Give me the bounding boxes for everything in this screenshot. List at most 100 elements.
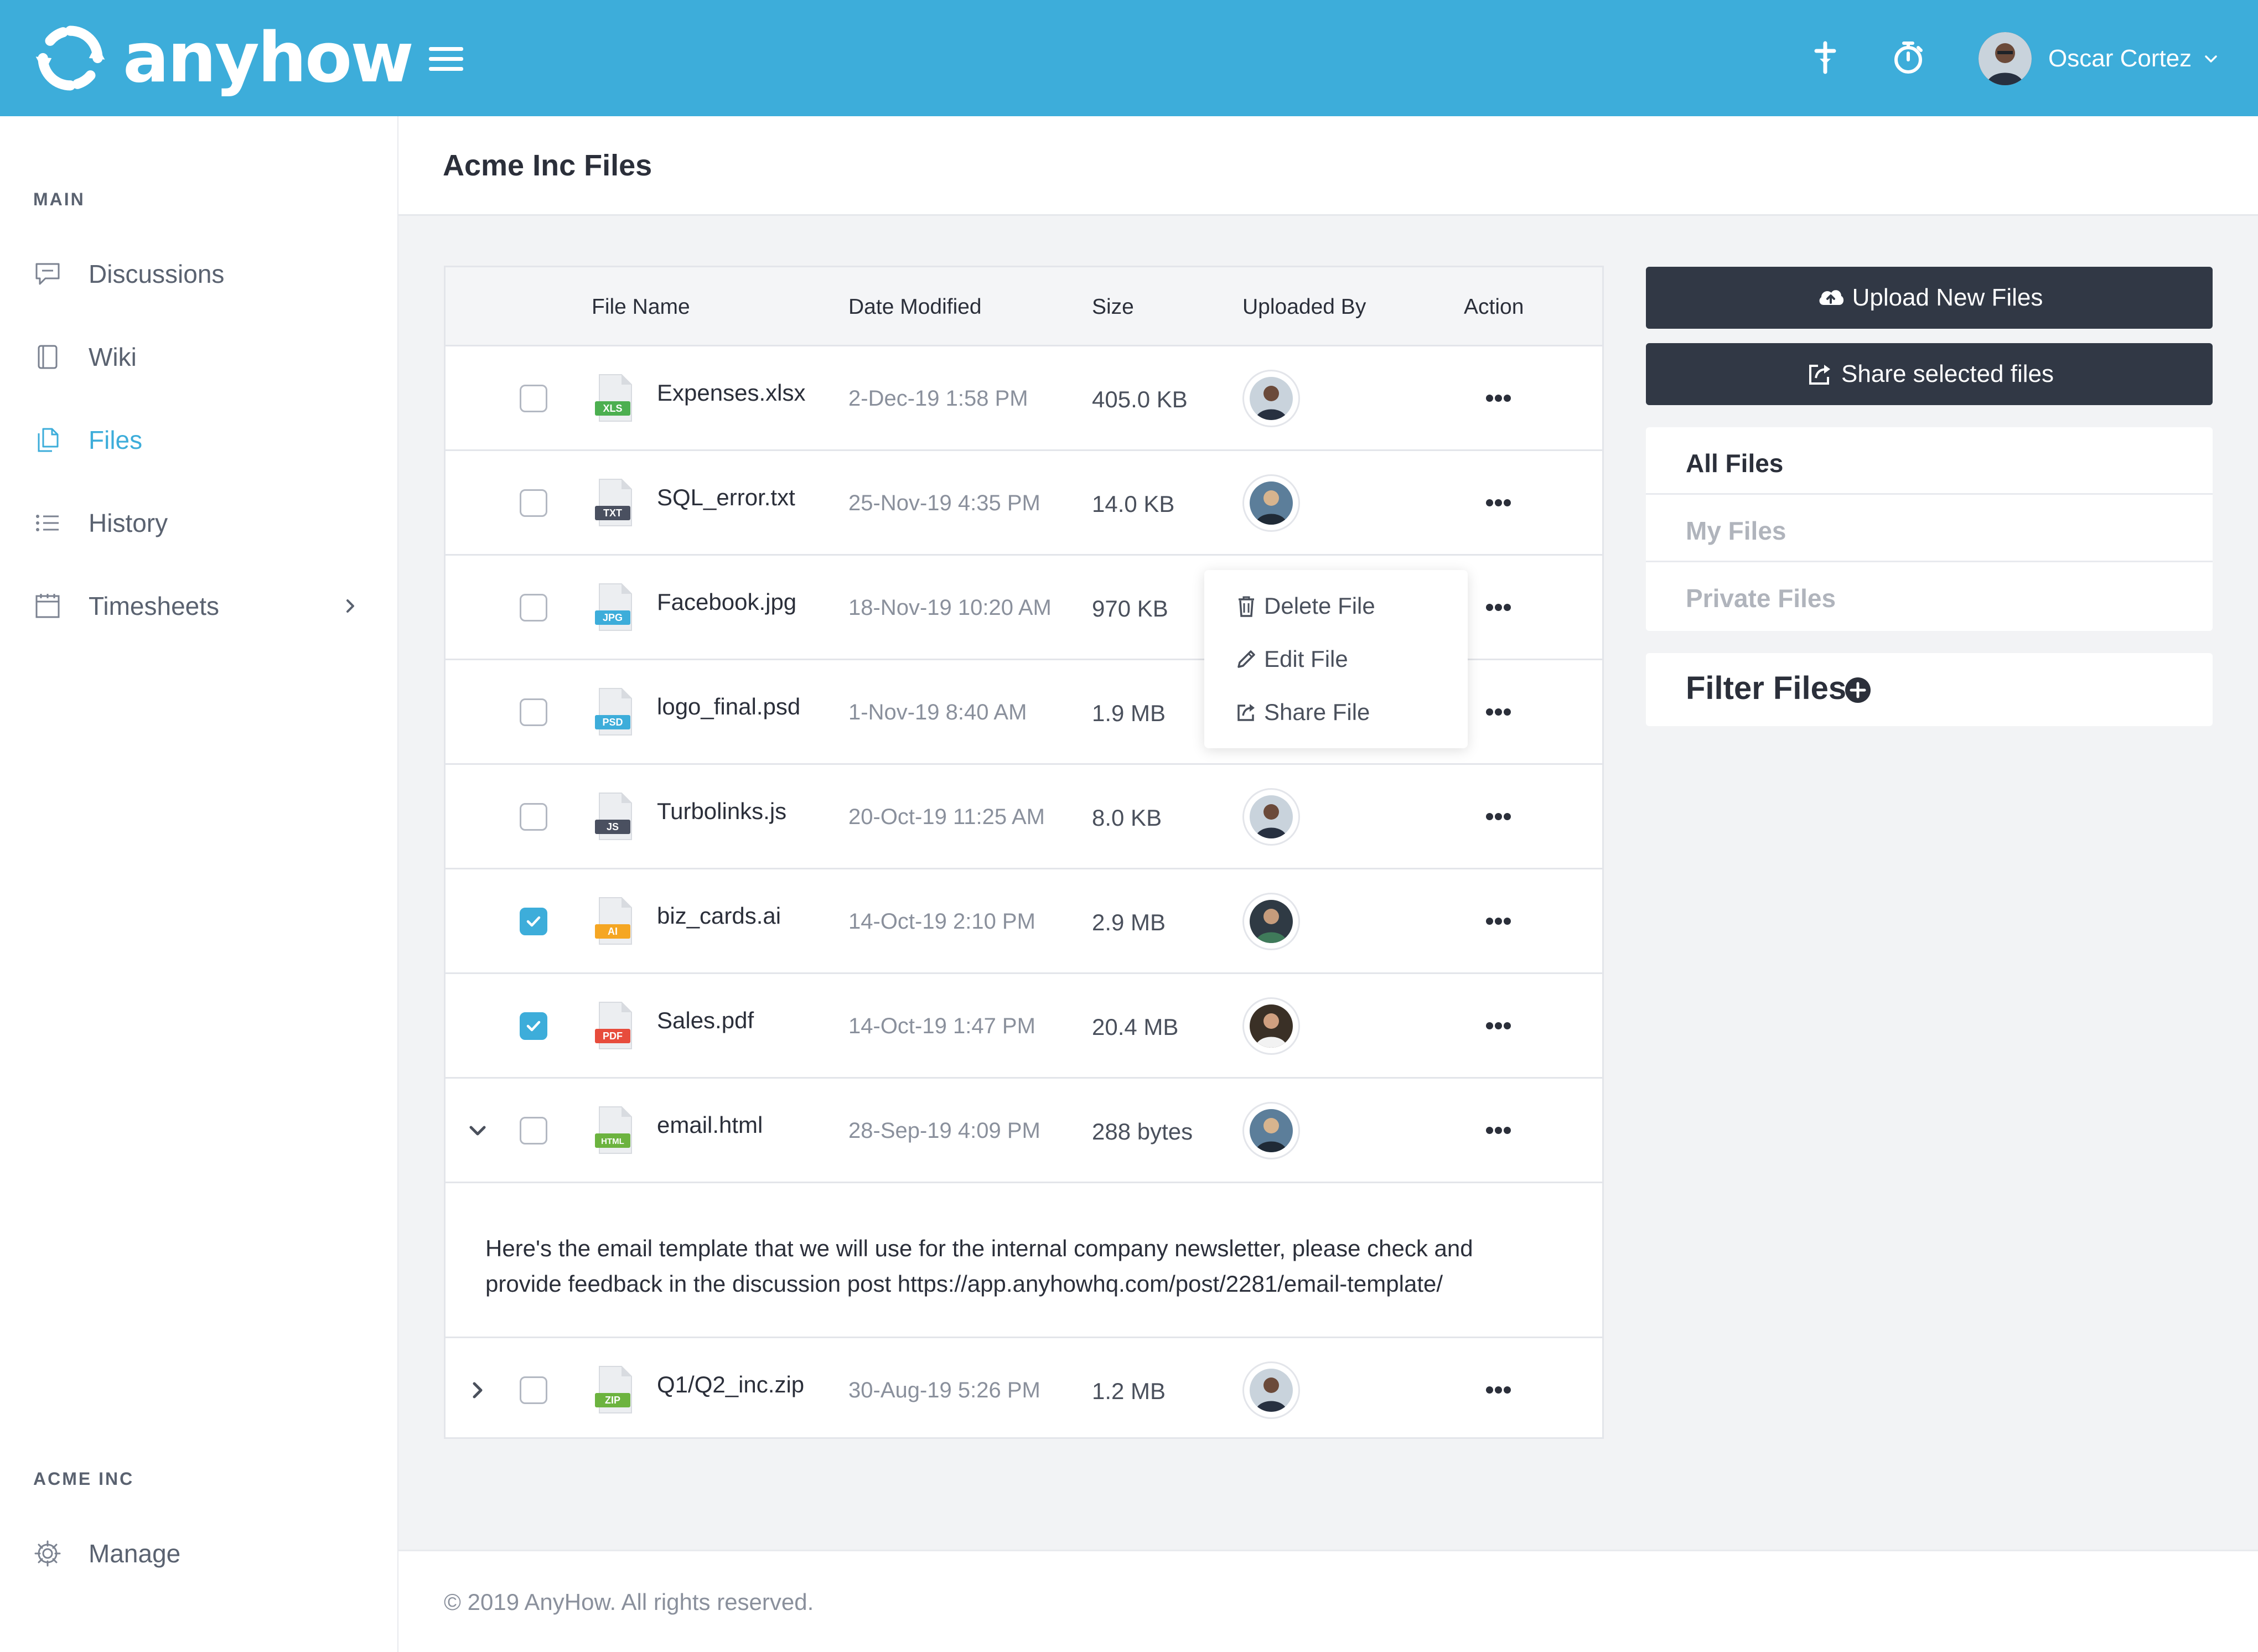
file-date-modified: 30-Aug-19 5:26 PM xyxy=(848,1378,1040,1402)
table-row[interactable]: PSD logo_final.psd 1-Nov-19 8:40 AM 1.9 MB xyxy=(446,660,1602,765)
sidebar-item-label: Manage xyxy=(89,1539,181,1568)
file-name[interactable]: logo_final.psd xyxy=(657,693,801,719)
row-checkbox[interactable] xyxy=(520,908,547,935)
file-date-modified: 14-Oct-19 2:10 PM xyxy=(848,909,1035,934)
table-row[interactable]: ZIP Q1/Q2_inc.zip 30-Aug-19 5:26 PM 1.2 MB xyxy=(446,1338,1602,1443)
file-name[interactable]: Q1/Q2_inc.zip xyxy=(657,1371,805,1397)
files-table: File Name Date Modified Size Uploaded By… xyxy=(444,266,1604,1439)
share-selected-files-button[interactable]: Share selected files xyxy=(1646,343,2213,405)
file-type-label: ZIP xyxy=(605,1395,620,1406)
table-row[interactable]: HTML email.html 28-Sep-19 4:09 PM 288 bytes xyxy=(446,1079,1602,1183)
column-header-uploaded-by[interactable]: Uploaded By xyxy=(1242,295,1366,319)
row-checkbox[interactable] xyxy=(520,1012,547,1040)
row-checkbox[interactable] xyxy=(520,1376,547,1404)
plus-circle-icon[interactable] xyxy=(1844,676,1872,704)
file-note-text: Here's the email template that we will u… xyxy=(485,1235,1473,1297)
file-scope-my-files[interactable]: My Files xyxy=(1646,495,2213,562)
more-actions-icon[interactable] xyxy=(1486,1022,1511,1030)
chat-icon xyxy=(35,263,60,285)
file-name[interactable]: SQL_error.txt xyxy=(657,484,795,510)
table-row[interactable]: JPG Facebook.jpg 18-Nov-19 10:20 AM 970 KB xyxy=(446,556,1602,660)
column-header-date-modified[interactable]: Date Modified xyxy=(848,295,982,319)
sidebar-item-label: Wiki xyxy=(89,343,137,371)
table-row[interactable]: AI biz_cards.ai 14-Oct-19 2:10 PM 2.9 MB xyxy=(446,869,1602,974)
more-actions-icon[interactable] xyxy=(1486,1127,1511,1135)
share-button-label: Share selected files xyxy=(1841,360,2054,387)
chevron-right-icon[interactable] xyxy=(467,1379,489,1401)
file-scope-label: All Files xyxy=(1686,449,1784,478)
more-actions-icon[interactable] xyxy=(1486,395,1511,402)
brand-name: anyhow xyxy=(123,18,414,98)
row-checkbox[interactable] xyxy=(520,698,547,726)
sidebar-item-files[interactable]: Files xyxy=(33,415,365,465)
file-name[interactable]: email.html xyxy=(657,1112,763,1138)
row-checkbox[interactable] xyxy=(520,385,547,412)
row-checkbox[interactable] xyxy=(520,594,547,622)
file-name[interactable]: biz_cards.ai xyxy=(657,903,781,929)
file-type-label: AI xyxy=(608,926,618,937)
more-actions-icon[interactable] xyxy=(1486,918,1511,925)
more-actions-icon[interactable] xyxy=(1486,813,1511,821)
file-note-row: Here's the email template that we will u… xyxy=(446,1188,1602,1338)
user-menu[interactable]: Oscar Cortez xyxy=(1979,32,2219,85)
avatar[interactable] xyxy=(1242,474,1300,532)
menu-item-label: Share File xyxy=(1264,699,1370,725)
footer-copyright: © 2019 AnyHow. All rights reserved. xyxy=(444,1589,814,1615)
upload-new-files-button[interactable]: Upload New Files xyxy=(1646,267,2213,329)
avatar[interactable] xyxy=(1242,893,1300,950)
file-name[interactable]: Sales.pdf xyxy=(657,1007,754,1033)
file-scope-all-files[interactable]: All Files xyxy=(1646,427,2213,495)
file-size: 970 KB xyxy=(1092,595,1168,622)
menu-item-edit-file[interactable]: Edit File xyxy=(1234,640,1348,679)
trash-icon xyxy=(1239,596,1254,617)
more-actions-icon[interactable] xyxy=(1486,499,1511,507)
sidebar-item-label: History xyxy=(89,509,168,537)
file-name[interactable]: Facebook.jpg xyxy=(657,589,797,615)
chevron-down-icon[interactable] xyxy=(467,1120,489,1142)
file-name[interactable]: Expenses.xlsx xyxy=(657,380,806,406)
avatar[interactable] xyxy=(1242,1361,1300,1419)
column-header-action: Action xyxy=(1464,295,1524,319)
table-row[interactable]: JS Turbolinks.js 20-Oct-19 11:25 AM 8.0 KB xyxy=(446,765,1602,869)
share-icon xyxy=(1809,365,1830,385)
pin-icon[interactable] xyxy=(1808,40,1843,75)
brand-logo[interactable]: anyhow xyxy=(34,18,414,98)
menu-toggle-icon[interactable] xyxy=(429,47,463,71)
file-name[interactable]: Turbolinks.js xyxy=(657,798,787,824)
sidebar-item-wiki[interactable]: Wiki xyxy=(33,332,365,382)
sidebar-item-timesheets[interactable]: Timesheets xyxy=(33,581,365,631)
menu-item-share-file[interactable]: Share File xyxy=(1234,693,1370,732)
table-row[interactable]: XLS Expenses.xlsx 2-Dec-19 1:58 PM 405.0 KB xyxy=(446,346,1602,451)
avatar[interactable] xyxy=(1242,370,1300,427)
column-header-size[interactable]: Size xyxy=(1092,295,1134,319)
file-date-modified: 25-Nov-19 4:35 PM xyxy=(848,491,1040,515)
file-date-modified: 1-Nov-19 8:40 AM xyxy=(848,700,1027,724)
file-scope-private-files[interactable]: Private Files xyxy=(1646,562,2213,630)
menu-item-label: Edit File xyxy=(1264,646,1348,672)
file-size: 2.9 MB xyxy=(1092,909,1166,935)
row-checkbox[interactable] xyxy=(520,1117,547,1145)
menu-item-delete-file[interactable]: Delete File xyxy=(1234,587,1375,625)
sidebar-item-discussions[interactable]: Discussions xyxy=(33,249,365,299)
avatar[interactable] xyxy=(1242,1102,1300,1159)
more-actions-icon[interactable] xyxy=(1486,708,1511,716)
filter-files-panel[interactable]: Filter Files xyxy=(1646,653,2213,726)
stopwatch-icon[interactable] xyxy=(1891,40,1926,75)
file-size: 14.0 KB xyxy=(1092,491,1175,517)
file-size: 405.0 KB xyxy=(1092,386,1188,412)
avatar[interactable] xyxy=(1242,997,1300,1055)
file-context-menu: Delete File Edit File Share File xyxy=(1204,570,1468,748)
sidebar-item-manage[interactable]: Manage xyxy=(33,1529,365,1578)
sidebar-item-history[interactable]: History xyxy=(33,498,365,548)
file-type-label: JPG xyxy=(603,612,623,623)
row-checkbox[interactable] xyxy=(520,803,547,831)
table-row[interactable]: TXT SQL_error.txt 25-Nov-19 4:35 PM 14.0 KB xyxy=(446,451,1602,556)
table-row[interactable]: PDF Sales.pdf 14-Oct-19 1:47 PM 20.4 MB xyxy=(446,974,1602,1079)
menu-item-label: Delete File xyxy=(1264,593,1375,619)
file-scope-label: My Files xyxy=(1686,516,1786,545)
more-actions-icon[interactable] xyxy=(1486,604,1511,612)
column-header-file-name[interactable]: File Name xyxy=(592,295,690,319)
row-checkbox[interactable] xyxy=(520,489,547,517)
more-actions-icon[interactable] xyxy=(1486,1386,1511,1394)
avatar[interactable] xyxy=(1242,788,1300,846)
